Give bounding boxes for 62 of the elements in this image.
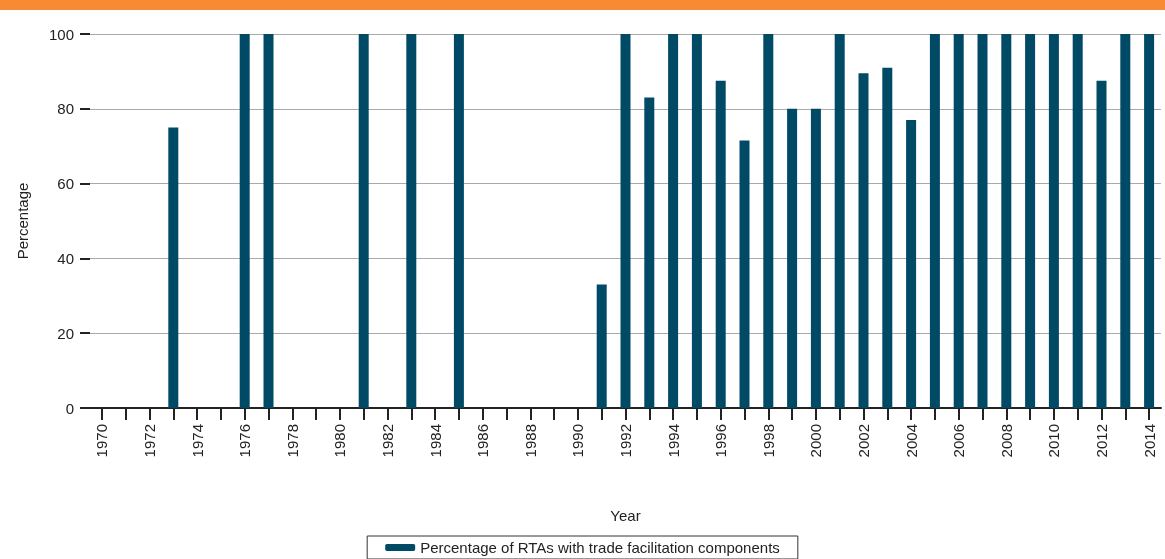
x-tick-label: 1988 (521, 424, 539, 458)
y-tick-label: 0 (65, 399, 74, 417)
x-axis-title: Year (610, 507, 641, 524)
bar (453, 34, 464, 408)
x-tick-label: 1986 (474, 424, 492, 458)
bar (810, 108, 821, 408)
bar (691, 34, 702, 408)
y-tick-label: 80 (57, 100, 74, 118)
bar (168, 127, 179, 408)
bar (406, 34, 417, 408)
y-tick-label: 40 (57, 249, 74, 267)
x-tick-label: 1984 (426, 424, 444, 458)
x-tick-label: 2000 (807, 424, 825, 458)
bar (644, 97, 655, 408)
bar (1048, 34, 1059, 408)
x-tick-label: 2002 (855, 424, 872, 458)
x-tick-label: 1982 (379, 424, 396, 458)
y-tick-label: 20 (57, 324, 74, 342)
x-tick-label: 2008 (997, 424, 1015, 458)
bar (1072, 34, 1083, 408)
x-tick-label: 1998 (759, 424, 777, 458)
x-tick-label: 1976 (236, 424, 254, 458)
bar (1144, 34, 1155, 408)
bar (1025, 34, 1036, 408)
y-axis-title: Percentage (14, 182, 31, 260)
bar (858, 73, 869, 408)
x-tick-label: 1970 (93, 424, 111, 458)
x-tick-label: 1990 (569, 424, 587, 458)
x-tick-label: 2012 (1093, 424, 1110, 458)
bar (739, 140, 750, 408)
bar (239, 34, 250, 408)
x-tick-label: 2006 (950, 424, 968, 458)
x-tick-label: 1980 (331, 424, 349, 458)
y-tick-label: 100 (48, 25, 74, 43)
x-tick-label: 1974 (188, 424, 206, 458)
bar (953, 34, 964, 408)
bar (715, 80, 726, 408)
bar (977, 34, 988, 408)
x-tick-label: 1996 (712, 424, 730, 458)
bar (596, 284, 607, 408)
y-tick-label: 60 (57, 175, 74, 193)
x-tick-label: 1992 (617, 424, 634, 458)
x-tick-label: 2010 (1045, 424, 1063, 458)
bar (668, 34, 679, 408)
bar (1096, 80, 1107, 408)
bar (906, 120, 917, 408)
bar (787, 108, 798, 408)
legend-label: Percentage of RTAs with trade facilitation components (420, 539, 780, 556)
bar (763, 34, 774, 408)
x-tick-label: 1972 (141, 424, 158, 458)
bar (929, 34, 940, 408)
bar (620, 34, 631, 408)
bar (834, 34, 845, 408)
x-tick-label: 1994 (664, 424, 682, 458)
bar (358, 34, 369, 408)
bar (1001, 34, 1012, 408)
x-tick-label: 2014 (1140, 424, 1158, 458)
bar (1120, 34, 1131, 408)
bar (263, 34, 274, 408)
bar (882, 67, 893, 408)
x-tick-label: 1978 (283, 424, 301, 458)
x-tick-label: 2004 (902, 424, 920, 458)
